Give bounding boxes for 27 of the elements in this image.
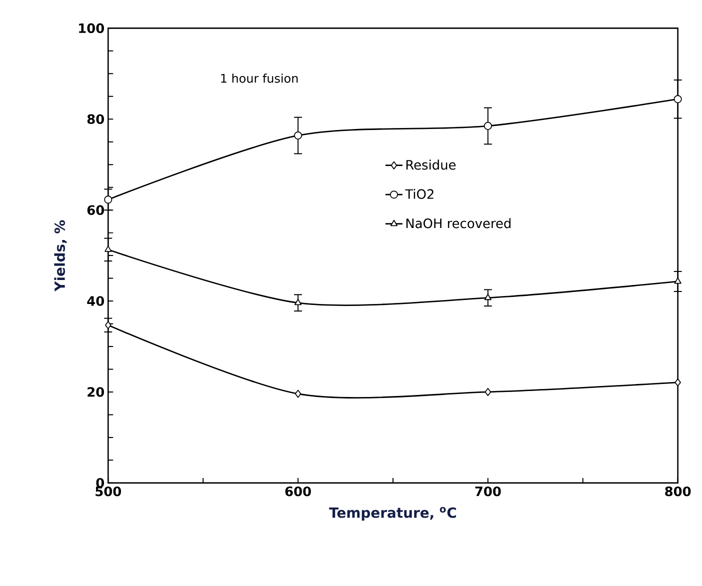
x-axis-title: Temperature, $^{o}$C [329, 507, 456, 521]
annotation: 1 hour fusion [221, 74, 298, 83]
point [484, 294, 492, 300]
y-tick-label: 80 [87, 114, 104, 124]
legend-label: Residue [406, 160, 456, 170]
legend-label: TiO2 [405, 188, 434, 199]
y-tick-label: 40 [87, 296, 104, 306]
point [294, 298, 302, 306]
point [105, 321, 112, 330]
y-axis-title: Yields, % [54, 220, 67, 292]
point [294, 390, 302, 398]
point [294, 131, 302, 140]
point [674, 95, 682, 104]
point [674, 277, 682, 284]
y-tick-label: 20 [88, 387, 104, 397]
y-tick-label: 100 [79, 23, 104, 34]
x-tick-label: 600 [285, 486, 311, 496]
y-tick-label: 60 [87, 205, 104, 215]
point [484, 122, 492, 130]
point [104, 196, 112, 204]
point [484, 388, 492, 396]
point [104, 246, 112, 252]
x-tick-label: 700 [475, 486, 501, 496]
legend-label: NaOH recovered [406, 218, 511, 228]
x-tick-label: 800 [665, 486, 691, 496]
point [674, 378, 681, 386]
x-tick-label: 500 [96, 486, 122, 496]
